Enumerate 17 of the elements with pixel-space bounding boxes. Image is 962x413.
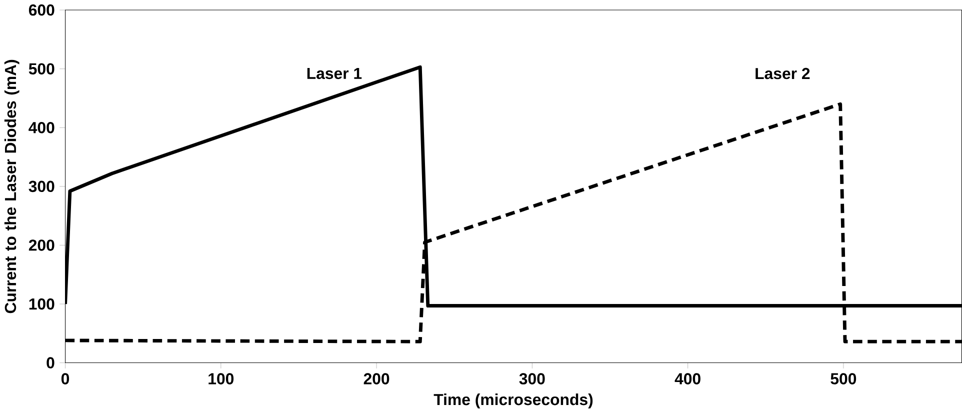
y-tick-label: 500 <box>28 63 54 75</box>
text: Laser 2 <box>756 68 810 80</box>
y-tick-label: 600 <box>28 4 54 16</box>
x-tick-label: 100 <box>208 373 234 384</box>
y-tick-label: 400 <box>28 122 54 134</box>
x-axis-title: Time (microseconds) <box>434 394 593 408</box>
y-axis-title: Current to the Laser Diodes (mA) <box>4 60 20 314</box>
x-tick-label: 200 <box>364 373 390 384</box>
y-tick-label: 0 <box>46 357 54 369</box>
x-tick-label: 400 <box>674 373 700 384</box>
series-label: Laser 1 <box>307 68 362 80</box>
x-tick-label: 0 <box>61 373 70 384</box>
x-tick-label: 500 <box>830 373 856 384</box>
x-tick-label: 300 <box>519 373 545 385</box>
y-tick-label: 300 <box>28 180 54 192</box>
y-tick-label: 200 <box>28 240 54 251</box>
y-tick-label: 100 <box>29 298 54 310</box>
